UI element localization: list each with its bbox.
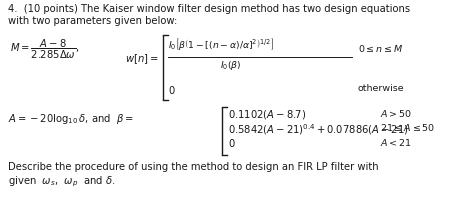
Text: $0.5842(A-21)^{0.4}+0.07886(A-21)$: $0.5842(A-21)^{0.4}+0.07886(A-21)$ [228,122,409,137]
Text: 4.  (10 points) The Kaiser window filter design method has two design equations: 4. (10 points) The Kaiser window filter … [8,4,410,14]
Text: $I_0\left[\beta\left(1-\left[(n-\alpha)/\alpha\right]^2\right)^{1/2}\right]$: $I_0\left[\beta\left(1-\left[(n-\alpha)/… [168,36,274,52]
Text: $w[n]=$: $w[n]=$ [125,52,159,66]
Text: given  $\omega_s$,  $\omega_p$  and $\delta$.: given $\omega_s$, $\omega_p$ and $\delta… [8,175,116,189]
Text: otherwise: otherwise [358,84,405,93]
Text: $M = \dfrac{A-8}{2.285\Delta\omega},$: $M = \dfrac{A-8}{2.285\Delta\omega},$ [10,38,80,61]
Text: Describe the procedure of using the method to design an FIR LP filter with: Describe the procedure of using the meth… [8,162,379,172]
Text: $I_0(\beta)$: $I_0(\beta)$ [220,59,241,72]
Text: $A>50$: $A>50$ [380,108,412,119]
Text: with two parameters given below:: with two parameters given below: [8,16,177,26]
Text: $21\leq A\leq 50$: $21\leq A\leq 50$ [380,122,435,133]
Text: $0$: $0$ [168,84,176,96]
Text: $A<21$: $A<21$ [380,137,412,148]
Text: $0 \leq n \leq M$: $0 \leq n \leq M$ [358,43,403,54]
Text: $0$: $0$ [228,137,236,149]
Text: $A = -20\log_{10}\delta$, and  $\beta=$: $A = -20\log_{10}\delta$, and $\beta=$ [8,112,134,126]
Text: $0.1102(A-8.7)$: $0.1102(A-8.7)$ [228,108,306,121]
